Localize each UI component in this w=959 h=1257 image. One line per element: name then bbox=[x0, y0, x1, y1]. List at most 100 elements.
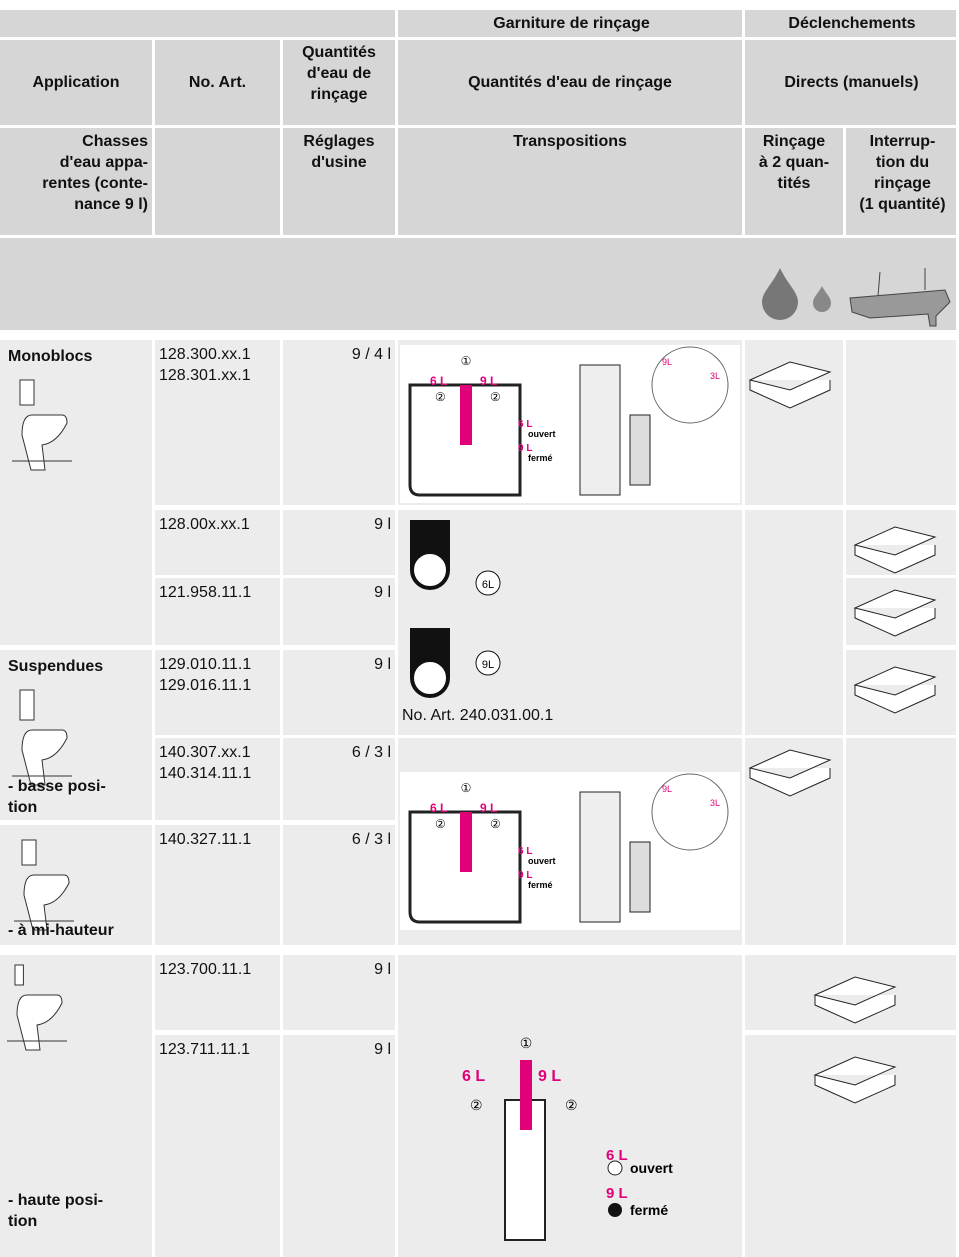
icon-lever bbox=[849, 289, 951, 327]
cell-text: Réglages d'usine bbox=[303, 133, 375, 171]
diagram-label: 3L bbox=[710, 371, 720, 381]
cell-text: 140.307.xx.1 140.314.11.1 bbox=[159, 744, 252, 782]
cell-text: Garniture de rinçage bbox=[493, 15, 650, 32]
diagram-label: ① bbox=[461, 781, 472, 795]
valve-sketch bbox=[410, 658, 450, 698]
diagram-label: ouvert bbox=[630, 1160, 673, 1176]
cell-bg bbox=[283, 738, 395, 820]
cell-bg bbox=[283, 578, 395, 645]
cell-text: Déclenchements bbox=[788, 15, 916, 32]
toilet-sketch bbox=[14, 839, 74, 931]
cell-text: Chasses d'eau appa- rentes (conte- nance… bbox=[42, 133, 148, 213]
cell-text: 9 / 4 l bbox=[351, 346, 391, 363]
cell-text: Quantités d'eau de rinçage bbox=[302, 44, 376, 103]
cell-text: 9 l bbox=[374, 584, 391, 601]
icon-line bbox=[877, 271, 881, 297]
cell-text: - basse posi- tion bbox=[8, 778, 106, 816]
cell-bg bbox=[745, 128, 843, 235]
diagram-label: ② bbox=[490, 817, 501, 831]
icon-drop bbox=[762, 268, 798, 320]
cell-text: Suspendues bbox=[8, 658, 104, 675]
cell-text: - à mi-hauteur bbox=[8, 922, 114, 939]
diagram-label: ② bbox=[490, 390, 501, 404]
cell-bg bbox=[155, 650, 280, 735]
cell-bg bbox=[846, 128, 956, 235]
cell-text: 9 l bbox=[374, 961, 391, 978]
diagram-label: 6 L bbox=[430, 801, 447, 815]
trigger-sketch bbox=[748, 749, 832, 797]
diagram-label: fermé bbox=[528, 453, 553, 463]
cell-text: Interrup- tion du rinçage (1 quantité) bbox=[859, 133, 946, 213]
diagram-label: 3L bbox=[710, 798, 720, 808]
cell-bg bbox=[283, 40, 395, 125]
cell-bg bbox=[283, 955, 395, 1030]
cell-text: Application bbox=[32, 74, 120, 91]
diagram-label: ② bbox=[565, 1097, 578, 1113]
cell-bg bbox=[0, 40, 152, 125]
cell-bg bbox=[155, 510, 280, 575]
cell-bg bbox=[155, 1035, 280, 1257]
cell-text: 123.700.11.1 bbox=[159, 961, 252, 978]
cell-text: - haute posi- tion bbox=[8, 1192, 104, 1230]
valve-sketch bbox=[520, 1060, 532, 1130]
cell-text: 9 l bbox=[374, 1041, 391, 1058]
diagram-label: 9 L bbox=[606, 1185, 628, 1202]
cell-bg bbox=[745, 510, 843, 735]
valve-sketch bbox=[579, 364, 621, 496]
cell-bg bbox=[0, 128, 152, 235]
cell-text: 128.00x.xx.1 bbox=[159, 516, 250, 533]
diagram-label: 9L bbox=[662, 784, 672, 794]
cell-bg bbox=[283, 128, 395, 235]
diagram-label: 9 L bbox=[480, 801, 497, 815]
zoom-sketch bbox=[651, 346, 729, 424]
diagram-label: 6L bbox=[482, 579, 494, 591]
cell-text: 123.711.11.1 bbox=[159, 1041, 251, 1058]
cell-text: 129.010.11.1 129.016.11.1 bbox=[159, 656, 252, 694]
cell-bg bbox=[283, 825, 395, 945]
cell-text: 9 l bbox=[374, 656, 391, 673]
trigger-sketch bbox=[813, 1056, 897, 1104]
cell-bg bbox=[155, 738, 280, 820]
cell-text: Quantités d'eau de rinçage bbox=[468, 74, 672, 91]
cell-text: Rinçage à 2 quan- tités bbox=[758, 133, 830, 192]
trigger-sketch bbox=[813, 976, 897, 1024]
diagram-label: 9L bbox=[482, 659, 494, 671]
diagram-label: 6 L bbox=[518, 419, 532, 430]
cell-bg bbox=[155, 955, 280, 1030]
toilet-sketch bbox=[12, 379, 72, 471]
diagram-label: 9 L bbox=[518, 870, 532, 881]
open-dot bbox=[607, 1160, 623, 1176]
diagram-label: 6 L bbox=[606, 1147, 628, 1164]
toilet-sketch bbox=[12, 689, 72, 786]
diagram-label: 9 L bbox=[480, 374, 497, 388]
diagram-label: ① bbox=[461, 354, 472, 368]
cell-text: Transpositions bbox=[513, 133, 627, 150]
cell-text: 6 / 3 l bbox=[351, 831, 391, 848]
cell-bg bbox=[398, 10, 742, 37]
cell-text: 6 / 3 l bbox=[351, 744, 391, 761]
label-circle bbox=[475, 570, 501, 596]
trigger-sketch bbox=[853, 589, 937, 637]
valve-sketch bbox=[629, 414, 651, 486]
diagram-label: ouvert bbox=[528, 429, 556, 439]
valve-sketch bbox=[629, 841, 651, 913]
diagram-label: fermé bbox=[630, 1202, 668, 1218]
diagram-label: ① bbox=[520, 1035, 533, 1051]
diagram-label: 9L bbox=[662, 357, 672, 367]
cell-bg bbox=[846, 738, 956, 945]
cell-bg bbox=[155, 825, 280, 945]
cell-bg bbox=[398, 510, 742, 735]
cell-text: No. Art. 240.031.00.1 bbox=[402, 707, 554, 724]
valve-sketch bbox=[579, 791, 621, 923]
cell-bg bbox=[398, 128, 742, 235]
cell-bg bbox=[398, 955, 742, 1257]
cell-bg bbox=[283, 340, 395, 505]
valve-sketch bbox=[460, 812, 472, 872]
cell-text: No. Art. bbox=[188, 74, 247, 91]
trigger-sketch bbox=[748, 361, 832, 409]
cell-bg bbox=[283, 510, 395, 575]
cell-bg bbox=[155, 40, 280, 125]
label-circle bbox=[475, 650, 501, 676]
